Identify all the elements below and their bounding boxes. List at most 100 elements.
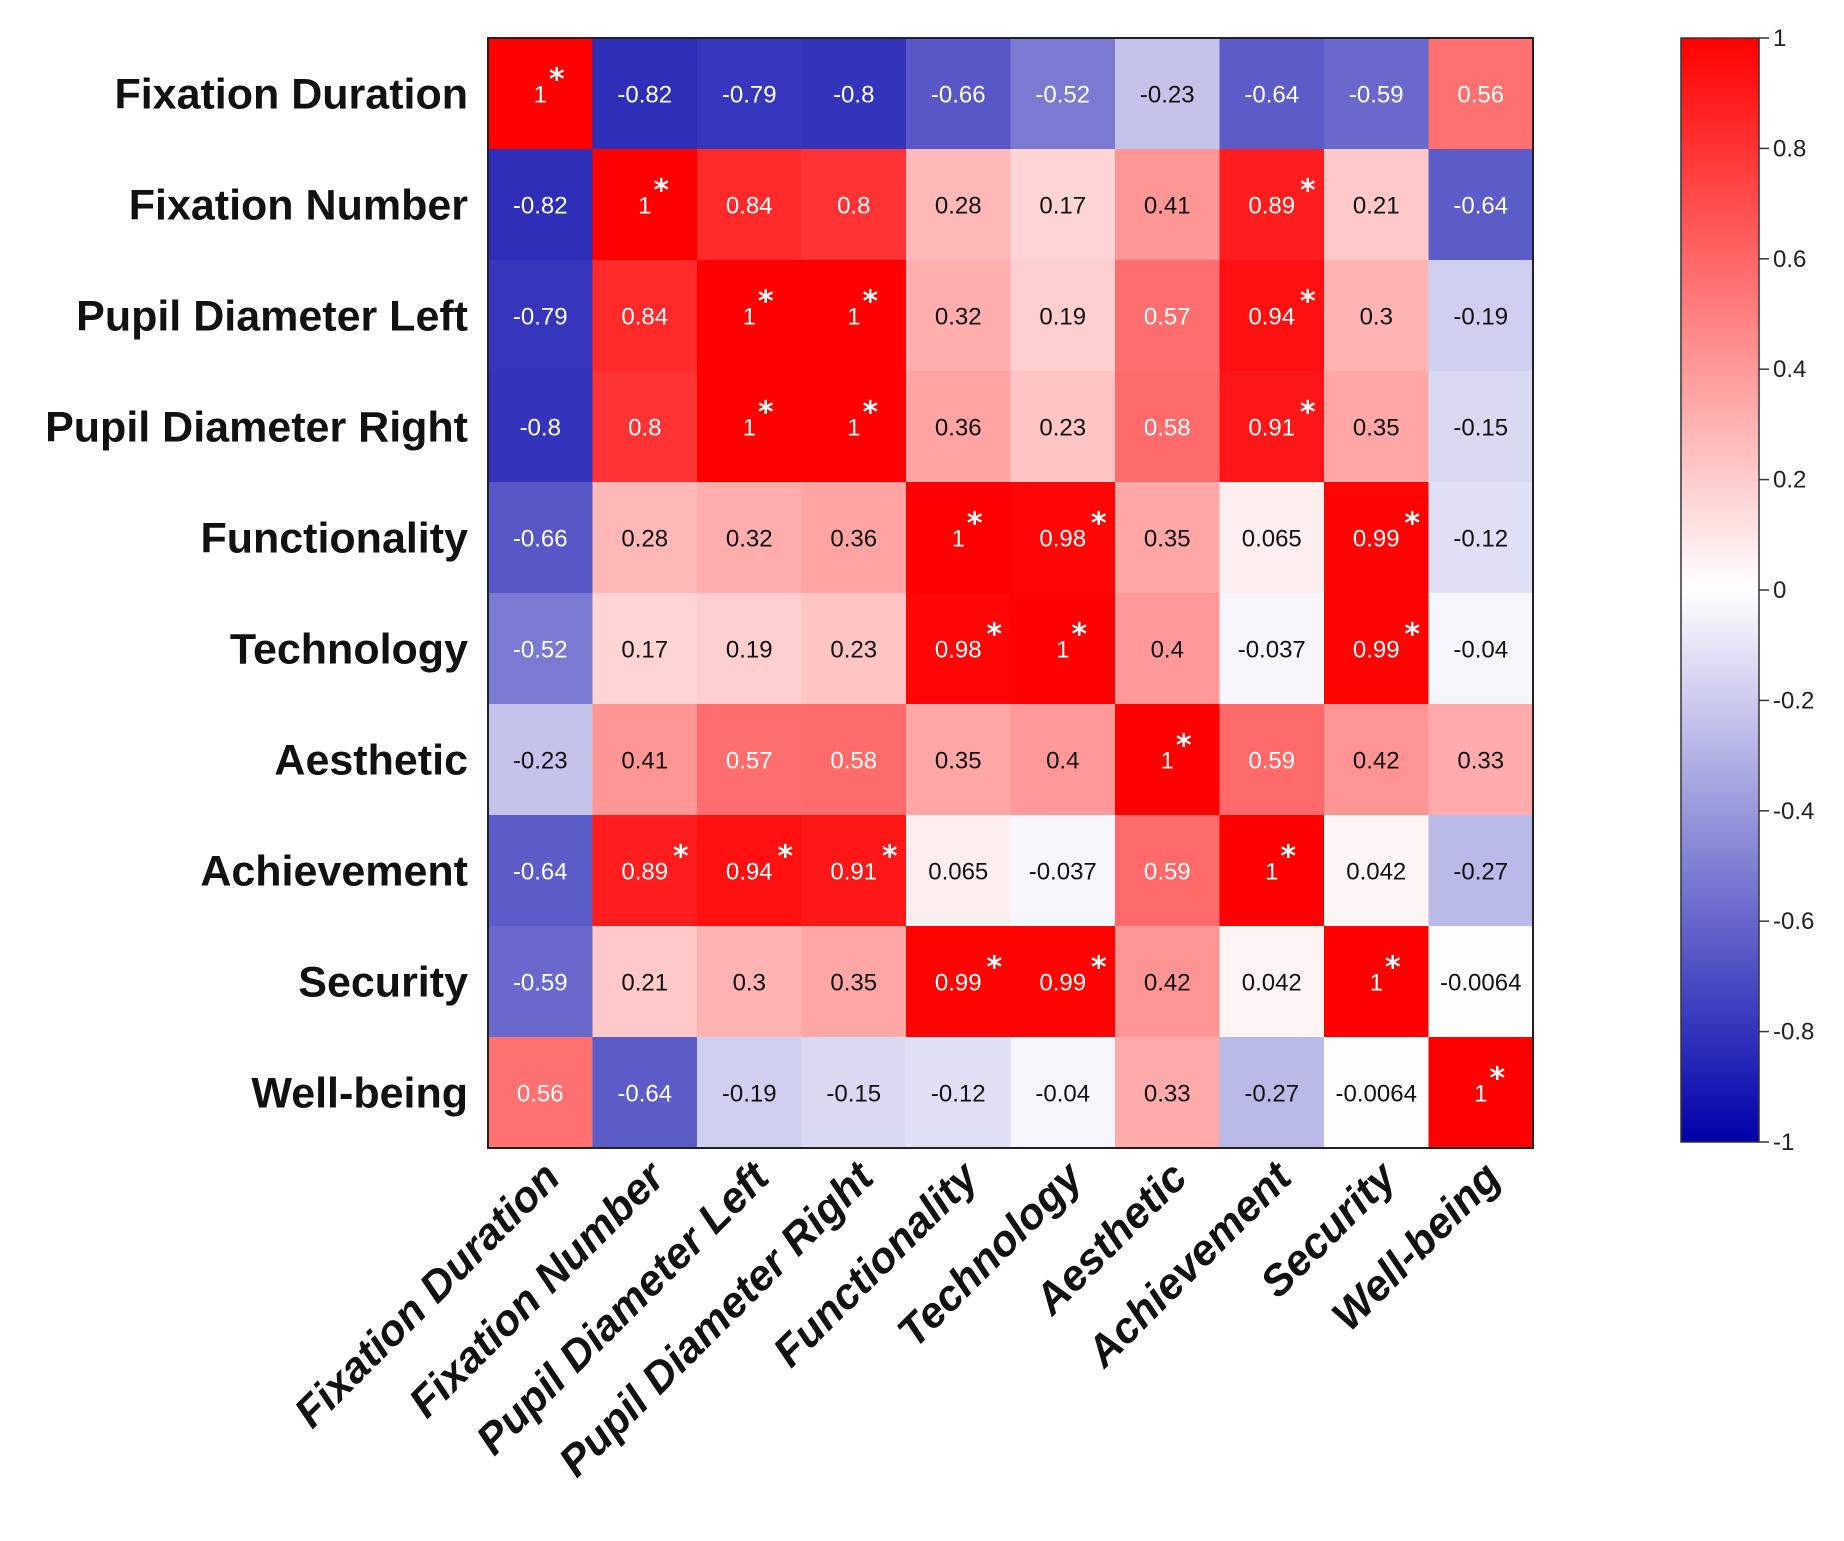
heatmap-cell — [697, 704, 802, 816]
cell-value-label: 0.065 — [928, 859, 988, 886]
colorbar-tick-label: -0.4 — [1773, 798, 1814, 825]
heatmap-cell — [906, 149, 1011, 261]
cell-value-label: -0.64 — [617, 1081, 672, 1108]
heatmap-cell — [1428, 38, 1534, 150]
cell-value-label: 0.84 — [621, 304, 668, 331]
cell-value-label: 0.56 — [517, 1081, 564, 1108]
heatmap-cell — [1115, 815, 1220, 927]
heatmap-cell — [1115, 149, 1220, 261]
cell-value-label: -0.23 — [513, 748, 568, 775]
heatmap-cell — [697, 38, 802, 150]
heatmap-cell — [801, 38, 907, 150]
cell-value-label: -0.8 — [833, 82, 874, 109]
cell-value-label: 1 — [847, 415, 860, 442]
heatmap-cell — [906, 1037, 1011, 1149]
cell-value-label: 0.23 — [1039, 415, 1086, 442]
colorbar-tick-label: -1 — [1773, 1129, 1794, 1156]
colorbar-tick-label: -0.2 — [1773, 687, 1814, 714]
cell-value-label: -0.19 — [722, 1081, 777, 1108]
heatmap-cell — [1324, 38, 1429, 150]
heatmap-cell — [697, 593, 802, 705]
heatmap-cell — [1428, 815, 1534, 927]
heatmap-cell — [906, 593, 1011, 705]
cell-value-label: -0.64 — [513, 859, 568, 886]
heatmap-cell — [488, 38, 593, 150]
cell-value-label: 0.35 — [830, 970, 877, 997]
significance-star: * — [653, 174, 669, 209]
heatmap-cell — [1324, 926, 1429, 1038]
heatmap-cell — [906, 260, 1011, 372]
colorbar-tick-label: 1 — [1773, 25, 1786, 52]
cell-value-label: 0.23 — [830, 637, 877, 664]
colorbar-gradient — [1680, 37, 1760, 1143]
cell-value-label: 0.4 — [1151, 637, 1184, 664]
cell-value-label: 0.35 — [935, 748, 982, 775]
cell-value-label: -0.12 — [931, 1081, 986, 1108]
cell-value-label: 0.17 — [621, 637, 668, 664]
heatmap-cell — [1115, 38, 1220, 150]
cell-value-label: 0.42 — [1144, 970, 1191, 997]
cell-value-label: -0.04 — [1035, 1081, 1090, 1108]
heatmap-cell — [1428, 704, 1534, 816]
heatmap-cell — [488, 704, 593, 816]
cell-value-label: -0.0064 — [1336, 1081, 1417, 1108]
row-label: Fixation Number — [129, 182, 469, 230]
cell-value-label: -0.04 — [1453, 637, 1508, 664]
heatmap-cell — [1219, 38, 1325, 150]
cell-value-label: 0.84 — [726, 193, 773, 220]
heatmap-cell — [1010, 149, 1116, 261]
row-label: Fixation Duration — [114, 71, 468, 119]
cell-value-label: -0.79 — [722, 82, 777, 109]
cell-value-label: -0.52 — [1035, 82, 1090, 109]
significance-star: * — [1404, 507, 1420, 542]
heatmap-cell — [1428, 260, 1534, 372]
cell-value-label: 0.36 — [935, 415, 982, 442]
significance-star: * — [1176, 729, 1192, 764]
heatmap-cell — [1115, 704, 1220, 816]
cell-value-label: -0.52 — [513, 637, 568, 664]
cell-value-label: 1 — [743, 304, 756, 331]
cell-value-label: 0.98 — [935, 637, 982, 664]
cell-value-label: 0.41 — [621, 748, 668, 775]
row-label: Pupil Diameter Right — [45, 404, 468, 452]
heatmap-cell — [1219, 149, 1325, 261]
heatmap-cell — [1324, 260, 1429, 372]
heatmap-cell — [801, 482, 907, 594]
heatmap-cell — [592, 1037, 698, 1149]
cell-value-label: -0.15 — [1453, 415, 1508, 442]
heatmap-cell — [488, 482, 593, 594]
cell-value-label: 0.42 — [1353, 748, 1400, 775]
cell-value-label: 0.35 — [1353, 415, 1400, 442]
cell-value-label: -0.12 — [1453, 526, 1508, 553]
heatmap-cell — [1219, 704, 1325, 816]
row-label: Aesthetic — [274, 737, 468, 785]
heatmap-cell — [1010, 482, 1116, 594]
heatmap-cell — [1324, 815, 1429, 927]
cell-value-label: -0.8 — [520, 415, 561, 442]
heatmap-cell — [1115, 482, 1220, 594]
heatmap-cell — [801, 371, 907, 483]
significance-star: * — [777, 840, 793, 875]
heatmap-cell — [1219, 1037, 1325, 1149]
row-label: Achievement — [200, 848, 468, 896]
heatmap-cell — [1010, 371, 1116, 483]
significance-star: * — [758, 396, 774, 431]
cell-value-label: 0.57 — [1144, 304, 1191, 331]
colorbar-tick-label: 0.2 — [1773, 467, 1806, 494]
cell-value-label: 1 — [638, 193, 651, 220]
significance-star: * — [1300, 174, 1316, 209]
heatmap-cell — [697, 149, 802, 261]
heatmap-cell — [1428, 1037, 1534, 1149]
heatmap-cell — [1219, 482, 1325, 594]
row-label: Well-being — [251, 1070, 468, 1118]
colorbar-tick-label: 0.4 — [1773, 356, 1806, 383]
heatmap-cell — [1324, 482, 1429, 594]
heatmap-cell — [801, 704, 907, 816]
colorbar-tick-label: 0.8 — [1773, 135, 1806, 162]
row-label: Technology — [230, 626, 468, 674]
colorbar-tick-label: -0.8 — [1773, 1019, 1814, 1046]
cell-value-label: 0.042 — [1242, 970, 1302, 997]
significance-star: * — [882, 840, 898, 875]
